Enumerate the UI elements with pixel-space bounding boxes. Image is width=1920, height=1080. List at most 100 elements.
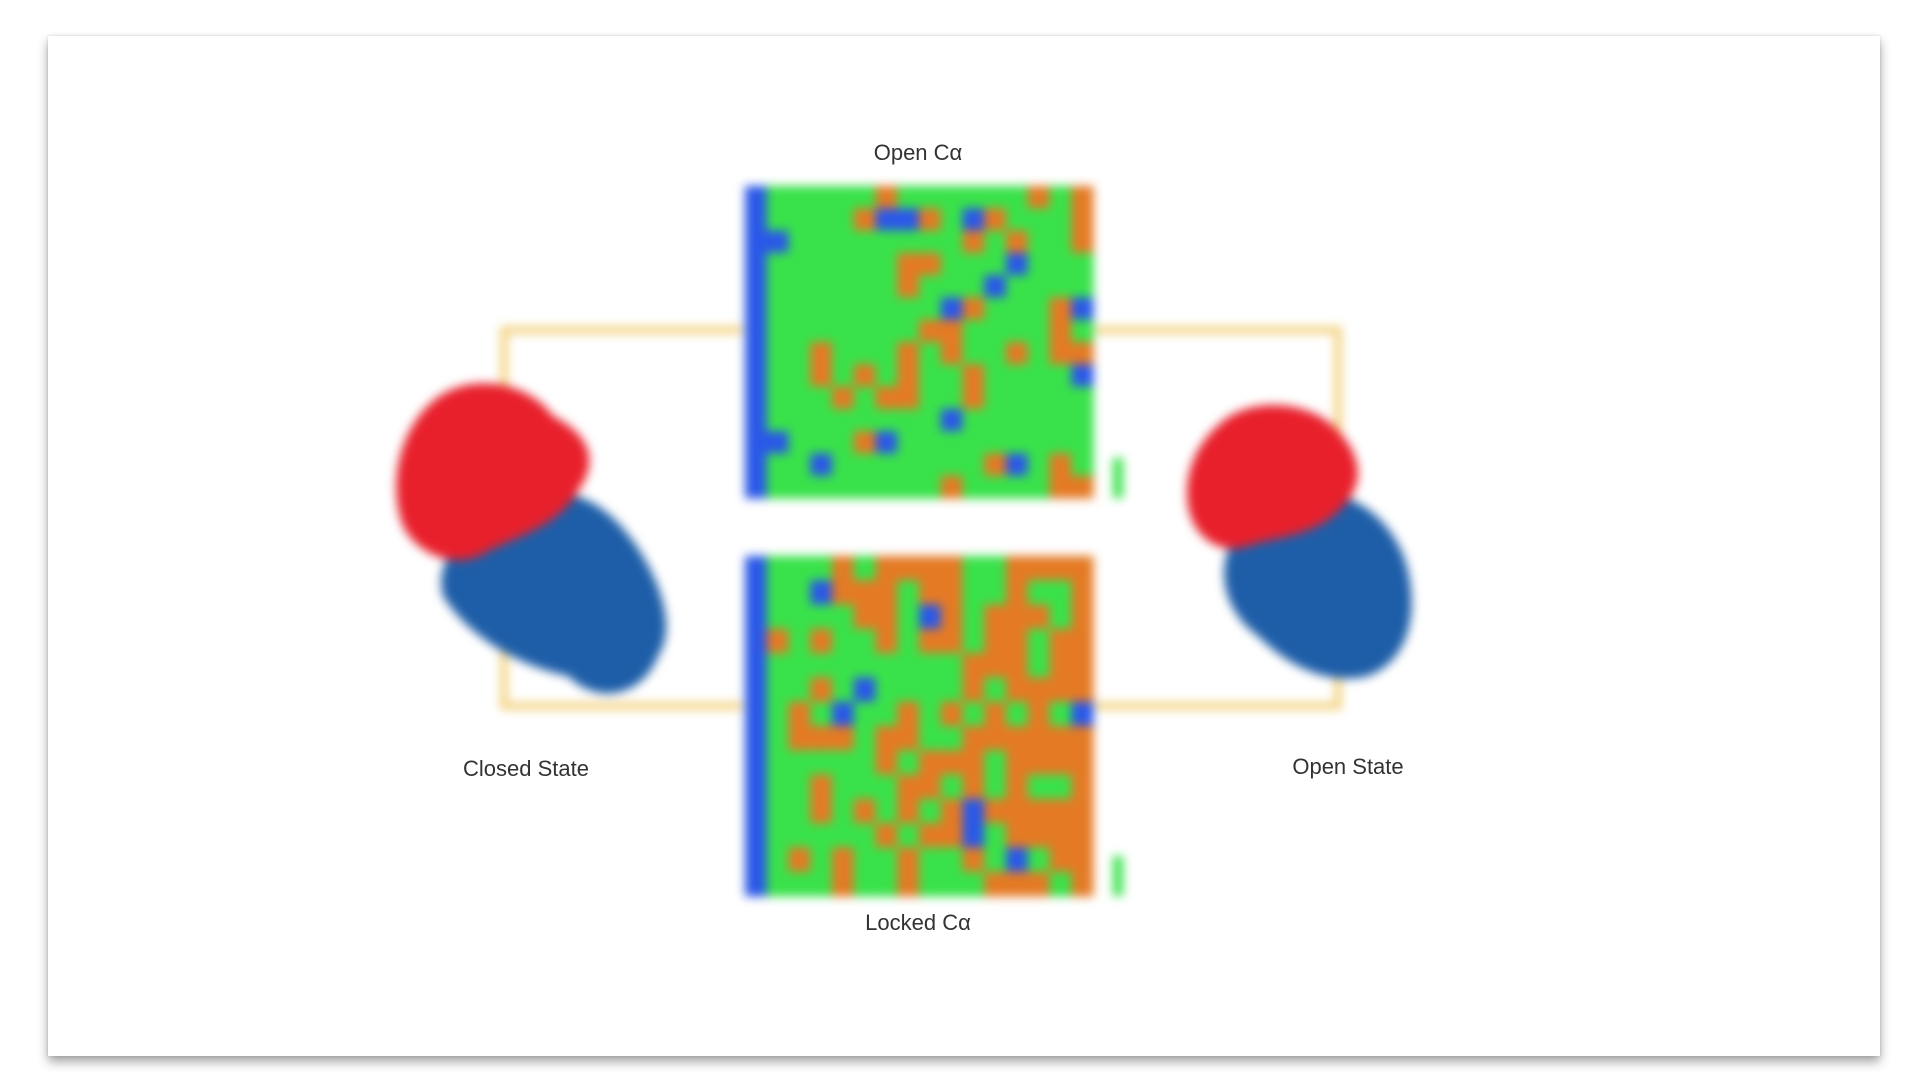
heatmap-cell <box>984 475 1007 499</box>
heatmap-cell <box>875 319 898 343</box>
heatmap-cell <box>1071 774 1094 800</box>
heatmap-cell <box>766 386 789 410</box>
heatmap-cell <box>1049 847 1072 873</box>
heatmap-cell <box>1071 364 1094 388</box>
heatmap-cell <box>984 726 1007 751</box>
heatmap-cell <box>832 453 855 477</box>
heatmap-cell <box>788 275 811 298</box>
heatmap-cell <box>810 556 833 581</box>
heatmap-cell <box>962 628 985 654</box>
heatmap-cell <box>919 319 942 343</box>
heatmap-cell <box>897 677 920 703</box>
heatmap-cell <box>853 701 876 727</box>
heatmap-cell <box>1027 774 1050 800</box>
heatmap-cell <box>1006 726 1029 751</box>
heatmap-cell <box>962 774 985 800</box>
heatmap-cell <box>788 408 811 432</box>
heatmap-cell <box>832 342 855 365</box>
heatmap-cell <box>1071 252 1094 276</box>
heatmap-cell <box>984 604 1007 630</box>
heatmap-cell <box>766 556 789 581</box>
heatmap-cell <box>788 475 811 499</box>
heatmap-cell <box>1071 580 1094 606</box>
heatmap-cell <box>984 556 1007 581</box>
heatmap-cell <box>1049 580 1072 606</box>
heatmap-cell <box>853 726 876 751</box>
heatmap-cell <box>853 653 876 678</box>
heatmap-cell <box>766 364 789 388</box>
heatmap-cell <box>788 750 811 776</box>
heatmap-cell <box>1071 408 1094 432</box>
heatmap-cell <box>1006 628 1029 654</box>
heatmap-cell <box>832 556 855 581</box>
heatmap-cell <box>897 275 920 298</box>
heatmap-cell <box>788 847 811 873</box>
heatmap-cell <box>1027 386 1050 410</box>
heatmap-cell <box>1006 319 1029 343</box>
heatmap-cell <box>832 750 855 776</box>
heatmap-cell <box>1006 453 1029 477</box>
heatmap-cell <box>897 701 920 727</box>
heatmap-cell <box>810 871 833 897</box>
heatmap-cell <box>810 653 833 678</box>
heatmap-cell <box>766 823 789 848</box>
heatmap-cell <box>853 604 876 630</box>
heatmap-cell <box>1071 871 1094 897</box>
heatmap-cell <box>745 726 768 751</box>
heatmap-cell <box>1071 677 1094 703</box>
heatmap-cell <box>919 342 942 365</box>
heatmap-cell <box>940 230 963 254</box>
heatmap-cell <box>984 774 1007 800</box>
heatmap-cell <box>1049 677 1072 703</box>
heatmap-cell <box>1006 823 1029 848</box>
heatmap-cell <box>962 186 985 209</box>
heatmap-cell <box>832 186 855 209</box>
heatmap-cell <box>1049 453 1072 477</box>
heatmap-cell <box>1049 319 1072 343</box>
heatmap-cell <box>810 386 833 410</box>
heatmap-cell <box>1071 186 1094 209</box>
heatmap-cell <box>853 186 876 209</box>
heatmap-cell <box>940 186 963 209</box>
heatmap-cell <box>919 208 942 232</box>
heatmap-cell <box>940 208 963 232</box>
heatmap-cell <box>984 364 1007 388</box>
heatmap-cell <box>984 386 1007 410</box>
heatmap-cell <box>832 847 855 873</box>
heatmap-cell <box>1027 475 1050 499</box>
heatmap-cell <box>766 275 789 298</box>
heatmap-cell <box>897 319 920 343</box>
heatmap-cell <box>766 847 789 873</box>
heatmap-cell <box>810 774 833 800</box>
heatmap-cell <box>1049 275 1072 298</box>
heatmap-cell <box>919 386 942 410</box>
heatmap-cell <box>766 750 789 776</box>
heatmap-cell <box>745 408 768 432</box>
heatmap-cell <box>1049 653 1072 678</box>
heatmap-cell <box>919 408 942 432</box>
heatmap-cell <box>832 653 855 678</box>
heatmap-cell <box>1006 847 1029 873</box>
heatmap-cell <box>875 677 898 703</box>
heatmap-cell <box>766 297 789 321</box>
heatmap-cell <box>875 475 898 499</box>
heatmap-cell <box>940 604 963 630</box>
heatmap-cell <box>1006 386 1029 410</box>
heatmap-cell <box>984 580 1007 606</box>
heatmap-cell <box>1027 252 1050 276</box>
heatmap-cell <box>897 408 920 432</box>
heatmap-cell <box>875 774 898 800</box>
heatmap-cell <box>832 628 855 654</box>
heatmap-cell <box>1006 208 1029 232</box>
heatmap-cell <box>853 342 876 365</box>
heatmap-cell <box>875 453 898 477</box>
heatmap-cell <box>919 186 942 209</box>
top-contact-map <box>745 186 1123 499</box>
heatmap-cell <box>1006 580 1029 606</box>
heatmap-cell <box>1027 230 1050 254</box>
heatmap-cell <box>940 364 963 388</box>
heatmap-cell <box>897 774 920 800</box>
heatmap-cell <box>810 297 833 321</box>
heatmap-cell <box>1006 556 1029 581</box>
heatmap-cell <box>897 431 920 454</box>
